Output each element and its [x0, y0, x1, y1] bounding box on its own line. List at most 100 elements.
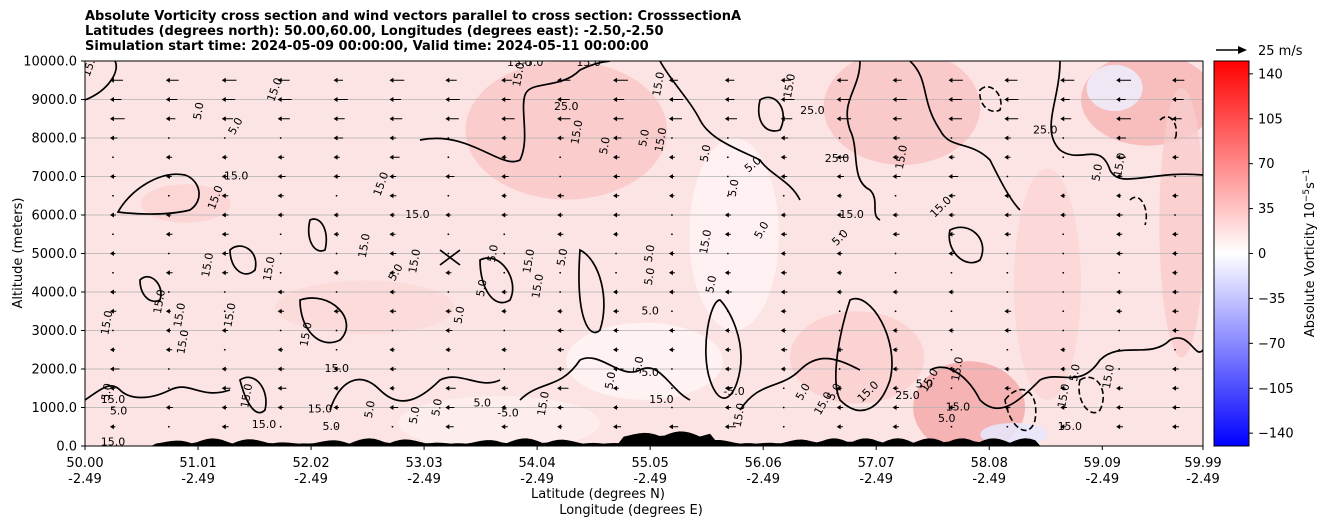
wind-vector	[1116, 116, 1132, 122]
wind-vector	[445, 308, 452, 314]
wind-vector	[836, 116, 852, 122]
colorbar-gradient	[1213, 60, 1250, 447]
wind-vector	[838, 368, 841, 370]
wind-vector	[836, 251, 843, 256]
wind-vector-head	[613, 193, 618, 199]
wind-vector	[557, 328, 564, 333]
wind-vector-head	[333, 405, 338, 410]
wind-vector-dot	[1062, 137, 1065, 139]
contour-label: 5.0	[641, 366, 659, 379]
wind-vector-dot	[726, 194, 729, 197]
wind-vector	[501, 308, 507, 314]
wind-vector	[892, 231, 900, 237]
wind-vector-head	[892, 135, 897, 141]
wind-vector	[109, 308, 117, 314]
wind-vector-head	[1004, 212, 1009, 218]
wind-vector-head	[109, 366, 114, 372]
negative-contour-line	[1129, 196, 1148, 226]
wind-vector-dot	[335, 425, 338, 428]
wind-vector	[1116, 135, 1127, 141]
contour-line	[835, 297, 893, 412]
contour-label: 5.0	[322, 420, 340, 433]
wind-vector	[1116, 251, 1123, 256]
wind-vector	[671, 368, 673, 370]
wind-vector	[165, 405, 173, 410]
wind-vector-head	[1172, 385, 1177, 391]
wind-vector	[221, 212, 229, 218]
wind-vector-head	[501, 289, 506, 295]
wind-vector-head	[1116, 231, 1121, 237]
wind-vector-head	[221, 154, 226, 160]
wind-vector-dot	[1062, 310, 1065, 313]
wind-vector-head	[165, 154, 170, 160]
wind-vector	[557, 231, 564, 237]
wind-vector	[1172, 424, 1180, 430]
wind-vector-head	[613, 289, 618, 295]
wind-vector	[445, 77, 457, 83]
wind-vector	[165, 154, 173, 160]
wind-vector-head	[1116, 193, 1121, 199]
wind-vector	[165, 97, 178, 102]
wind-vector	[726, 137, 729, 139]
wind-vector-head	[221, 251, 226, 256]
wind-vector	[948, 97, 963, 102]
wind-vector-head	[1116, 135, 1121, 141]
wind-vector-head	[724, 212, 729, 218]
wind-vector	[447, 137, 450, 139]
wind-vector-head	[389, 308, 394, 314]
wind-vector-head	[445, 347, 450, 353]
wind-vector-head	[109, 424, 114, 430]
wind-vector	[277, 308, 285, 314]
wind-vector	[1118, 368, 1121, 370]
wind-vector	[780, 366, 786, 372]
contour-label: 5.0	[362, 400, 378, 419]
wind-vector	[1172, 385, 1179, 391]
wind-vector-dot	[223, 348, 226, 351]
wind-vector	[1004, 231, 1011, 237]
wind-vector	[559, 291, 562, 293]
wind-vector-head	[613, 135, 618, 141]
wind-vector-head	[1116, 385, 1121, 391]
wind-vector-head	[1004, 97, 1009, 102]
wind-vector-dot	[838, 137, 841, 139]
wind-vector-head	[836, 154, 841, 160]
wind-vector-head	[557, 308, 562, 314]
x-tick-label-lat: 50.00	[66, 456, 103, 471]
contour-line	[739, 357, 861, 411]
wind-vector-head	[557, 405, 562, 410]
wind-vector-head	[836, 424, 841, 430]
x-tick-label-lon: -2.49	[633, 472, 667, 487]
wind-vector-head	[445, 385, 450, 391]
wind-vector-head	[1060, 347, 1065, 353]
contour-label: 15.0	[520, 248, 537, 274]
wind-vector-head	[1172, 366, 1177, 372]
wind-vector-head	[836, 251, 841, 256]
contour-line	[239, 376, 267, 414]
wind-vector-head	[557, 424, 562, 430]
wind-vector-head	[333, 154, 338, 160]
wind-vector	[836, 405, 844, 410]
wind-vector-head	[724, 347, 729, 353]
wind-vector	[109, 385, 116, 391]
wind-vector-head	[613, 212, 618, 218]
wind-vector-head	[780, 251, 785, 256]
wind-vector-dot	[391, 425, 394, 428]
wind-vector	[109, 424, 116, 430]
vorticity-patch	[689, 138, 779, 331]
wind-vector	[501, 212, 508, 218]
wind-vector	[389, 251, 397, 256]
wind-vector	[1060, 405, 1067, 410]
wind-vector-head	[892, 289, 897, 295]
wind-vector	[668, 174, 675, 179]
wind-vector-dot	[112, 406, 114, 409]
wind-vector	[335, 291, 338, 293]
wind-vector	[445, 212, 451, 218]
wind-vector-head	[836, 97, 841, 102]
wind-vector-head	[668, 97, 673, 102]
wind-vector-head	[557, 116, 562, 122]
wind-vector	[1004, 77, 1018, 83]
contour-label: 5.0	[191, 101, 207, 120]
wind-vector-head	[445, 270, 450, 276]
wind-vector	[389, 97, 402, 102]
wind-vector	[724, 405, 732, 410]
